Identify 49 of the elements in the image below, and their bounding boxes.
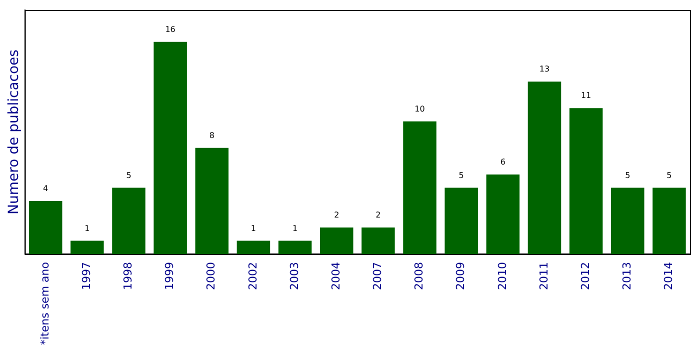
bar	[486, 174, 520, 254]
data-label: 16	[165, 24, 176, 34]
x-tick-label: 2009	[454, 262, 468, 290]
x-tick-label: 2003	[288, 262, 301, 290]
bar	[70, 240, 104, 254]
x-tick-label: 2010	[496, 262, 509, 290]
x-tick-label: 1997	[80, 262, 94, 290]
data-label: 4	[43, 184, 48, 194]
data-label: 6	[500, 158, 506, 167]
bar	[112, 188, 146, 254]
bar	[236, 240, 270, 254]
data-label: 5	[126, 170, 132, 180]
data-label: 5	[625, 170, 630, 180]
bar	[611, 188, 644, 254]
data-label: 1	[292, 224, 298, 233]
data-label: 11	[580, 91, 592, 100]
x-tick-label: 2014	[662, 262, 676, 290]
data-label: 2	[334, 210, 340, 220]
bar	[154, 42, 187, 254]
bar	[362, 227, 395, 254]
x-tick-label: 2011	[537, 262, 550, 290]
bar	[403, 121, 436, 254]
bar	[278, 240, 312, 254]
x-tick-label: 2004	[329, 262, 342, 290]
bar	[195, 148, 229, 254]
x-tick-label: *itens sem ano	[38, 262, 52, 346]
x-tick-label: 1999	[163, 262, 176, 290]
bar	[444, 188, 478, 254]
bar	[652, 188, 686, 254]
bar	[569, 108, 603, 254]
data-label: 1	[250, 224, 256, 233]
x-tick-label: 2008	[412, 262, 426, 290]
x-tick-label: 2007	[371, 262, 384, 290]
x-tick-label: 2012	[578, 262, 592, 290]
bar	[28, 200, 62, 254]
x-tick-label: 1998	[122, 262, 135, 290]
bar	[528, 82, 562, 254]
y-axis-title: Numero de publicacoes	[6, 50, 22, 214]
data-label: 5	[666, 170, 672, 180]
x-tick-label: 2002	[246, 262, 260, 290]
data-label: 1	[84, 224, 90, 233]
x-tick-label: 2000	[204, 262, 218, 290]
bar	[320, 227, 354, 254]
data-label: 8	[209, 131, 214, 140]
x-tick-label: 2013	[620, 262, 634, 290]
data-label: 2	[376, 210, 381, 220]
data-label: 13	[539, 64, 550, 74]
data-label: 10	[414, 104, 425, 114]
data-label: 5	[458, 170, 464, 180]
